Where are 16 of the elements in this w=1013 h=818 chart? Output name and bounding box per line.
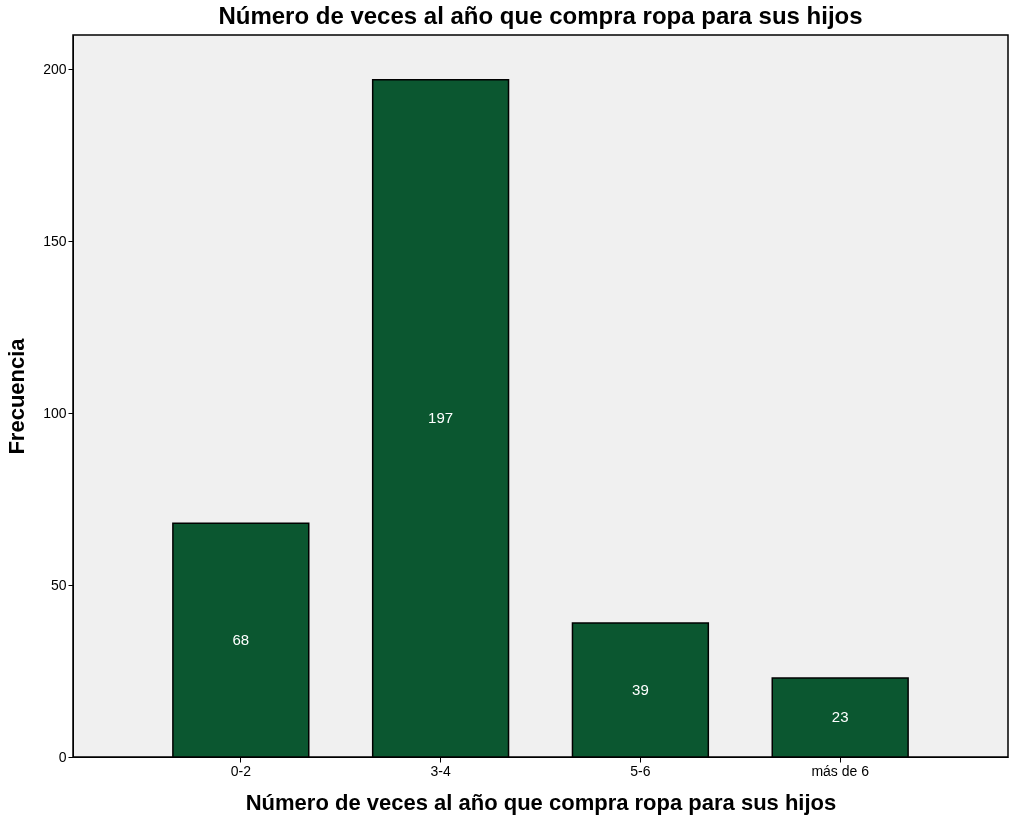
y-tick-label: 50 (50, 576, 67, 593)
y-tick-label: 150 (43, 232, 67, 249)
data-label: 23 (831, 708, 849, 726)
x-tick-label: 3-4 (430, 762, 451, 779)
x-tick-label: 5-6 (630, 762, 651, 779)
chart-title: Número de veces al año que compra ropa para sus hijos (218, 2, 863, 29)
x-axis-title: Número de veces al año que compra ropa para sus hijos (245, 789, 837, 815)
y-tick-label: 0 (58, 748, 67, 765)
data-label: 39 (632, 680, 649, 698)
y-axis-title: Frecuencia (4, 337, 30, 455)
data-label: 68 (232, 631, 250, 649)
x-tick-label: 0-2 (230, 762, 252, 779)
data-label: 197 (428, 409, 454, 427)
y-tick-label: 100 (43, 404, 67, 421)
y-tick-label: 200 (43, 60, 67, 77)
x-tick-label: más de 6 (811, 762, 870, 779)
